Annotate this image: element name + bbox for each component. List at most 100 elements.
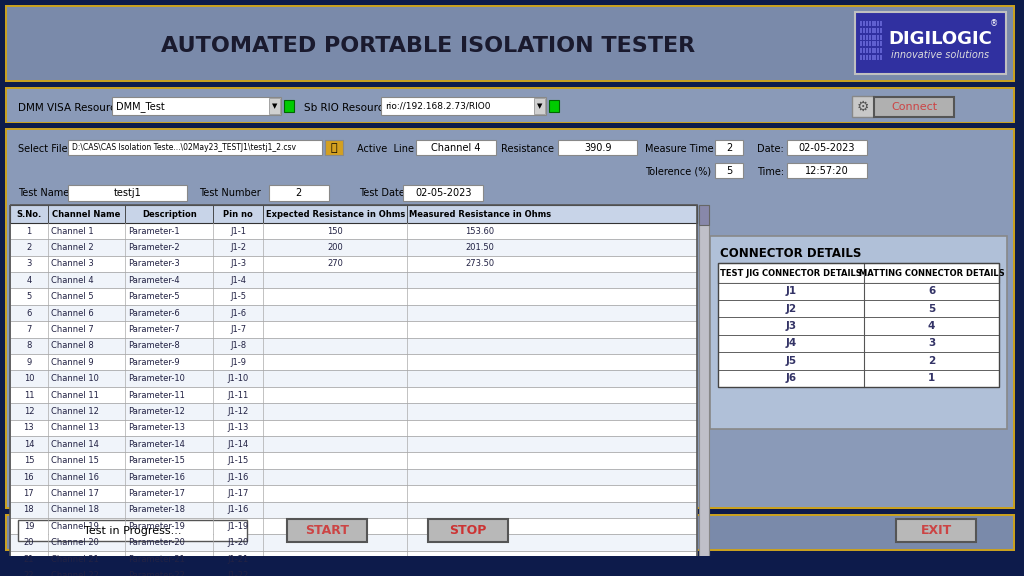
Text: Measure Time: Measure Time <box>645 143 714 154</box>
Bar <box>859 28 861 33</box>
Text: Parameter-9: Parameter-9 <box>128 358 180 367</box>
Bar <box>7 130 1013 507</box>
Text: 1: 1 <box>928 373 935 383</box>
Bar <box>874 28 877 33</box>
Text: Channel 17: Channel 17 <box>51 489 98 498</box>
Text: J1-16: J1-16 <box>227 472 249 482</box>
Text: 2: 2 <box>296 188 302 198</box>
Bar <box>112 97 281 115</box>
Text: 5: 5 <box>928 304 935 314</box>
Text: 8: 8 <box>27 342 32 350</box>
Bar <box>874 48 877 53</box>
Text: 1: 1 <box>27 226 32 236</box>
Text: MATTING CONNECTOR DETAILS: MATTING CONNECTOR DETAILS <box>859 268 1005 278</box>
Text: Parameter-5: Parameter-5 <box>128 292 180 301</box>
Text: Parameter-8: Parameter-8 <box>128 342 180 350</box>
Text: 2: 2 <box>27 243 32 252</box>
Text: Channel 9: Channel 9 <box>51 358 93 367</box>
Text: J3: J3 <box>785 321 797 331</box>
Bar <box>859 48 861 53</box>
Bar <box>699 206 710 576</box>
Bar <box>896 519 976 542</box>
Bar <box>871 35 873 40</box>
Text: Parameter-19: Parameter-19 <box>128 522 185 531</box>
Bar <box>871 55 873 60</box>
Text: 3: 3 <box>27 259 32 268</box>
Bar <box>68 185 187 200</box>
Bar <box>428 519 508 542</box>
Text: 201.50: 201.50 <box>465 243 494 252</box>
Text: Parameter-6: Parameter-6 <box>128 309 180 317</box>
Text: STOP: STOP <box>450 524 486 537</box>
Text: Channel Name: Channel Name <box>52 210 121 219</box>
Text: 16: 16 <box>24 472 34 482</box>
Bar <box>878 35 880 40</box>
Bar <box>10 206 697 223</box>
Text: Channel 13: Channel 13 <box>51 423 98 433</box>
Text: J1-11: J1-11 <box>227 391 249 400</box>
Bar <box>871 28 873 33</box>
Bar <box>284 100 294 112</box>
Text: Channel 5: Channel 5 <box>51 292 93 301</box>
Bar <box>10 256 697 272</box>
Bar <box>878 28 880 33</box>
Bar <box>10 206 697 576</box>
Bar <box>5 514 1015 551</box>
Bar <box>10 354 697 370</box>
Bar <box>10 272 697 289</box>
Text: Parameter-17: Parameter-17 <box>128 489 185 498</box>
Bar <box>862 55 864 60</box>
Bar <box>10 239 697 256</box>
Text: Parameter-20: Parameter-20 <box>128 538 185 547</box>
Bar <box>5 87 1015 123</box>
Text: Parameter-15: Parameter-15 <box>128 456 185 465</box>
Bar <box>417 140 496 156</box>
Text: J1-16: J1-16 <box>227 505 249 514</box>
Text: Resistance: Resistance <box>501 143 554 154</box>
Text: 9: 9 <box>27 358 32 367</box>
Text: J1: J1 <box>785 286 797 297</box>
Bar <box>269 98 280 114</box>
Text: J1-7: J1-7 <box>230 325 246 334</box>
Text: Parameter-4: Parameter-4 <box>128 276 180 285</box>
Bar <box>878 21 880 26</box>
Bar <box>874 97 954 117</box>
Text: 5: 5 <box>726 166 732 176</box>
Text: J1-17: J1-17 <box>227 489 249 498</box>
Bar <box>711 236 1007 429</box>
Text: 📁: 📁 <box>331 143 337 153</box>
Text: Parameter-14: Parameter-14 <box>128 440 185 449</box>
Text: Sb RIO Resource: Sb RIO Resource <box>304 103 390 113</box>
Bar <box>868 41 870 46</box>
Text: Expected Resistance in Ohms: Expected Resistance in Ohms <box>265 210 404 219</box>
Text: Date:: Date: <box>757 143 783 154</box>
Bar <box>7 7 1013 80</box>
Text: 7: 7 <box>27 325 32 334</box>
Bar <box>718 317 999 335</box>
Bar <box>718 370 999 387</box>
Bar <box>786 163 866 179</box>
Bar <box>862 21 864 26</box>
Bar <box>881 48 883 53</box>
Text: Parameter-22: Parameter-22 <box>128 571 185 576</box>
Text: Test in Progress...: Test in Progress... <box>84 526 181 536</box>
Text: Parameter-2: Parameter-2 <box>128 243 180 252</box>
Text: 12:57:20: 12:57:20 <box>805 166 849 176</box>
Text: S.No.: S.No. <box>16 210 42 219</box>
Text: DMM VISA Resource: DMM VISA Resource <box>18 103 122 113</box>
Text: J1-3: J1-3 <box>230 259 246 268</box>
Text: 11: 11 <box>24 391 34 400</box>
Bar <box>718 283 999 300</box>
Text: Parameter-10: Parameter-10 <box>128 374 185 383</box>
Bar <box>10 321 697 338</box>
Text: J1-5: J1-5 <box>230 292 246 301</box>
Text: Channel 7: Channel 7 <box>51 325 93 334</box>
Bar <box>10 420 697 436</box>
Bar <box>871 21 873 26</box>
Text: Test Name: Test Name <box>18 188 70 198</box>
Bar <box>549 100 559 112</box>
Text: J4: J4 <box>785 339 797 348</box>
Bar <box>871 48 873 53</box>
Text: J1-22: J1-22 <box>227 571 249 576</box>
Text: 200: 200 <box>328 243 343 252</box>
